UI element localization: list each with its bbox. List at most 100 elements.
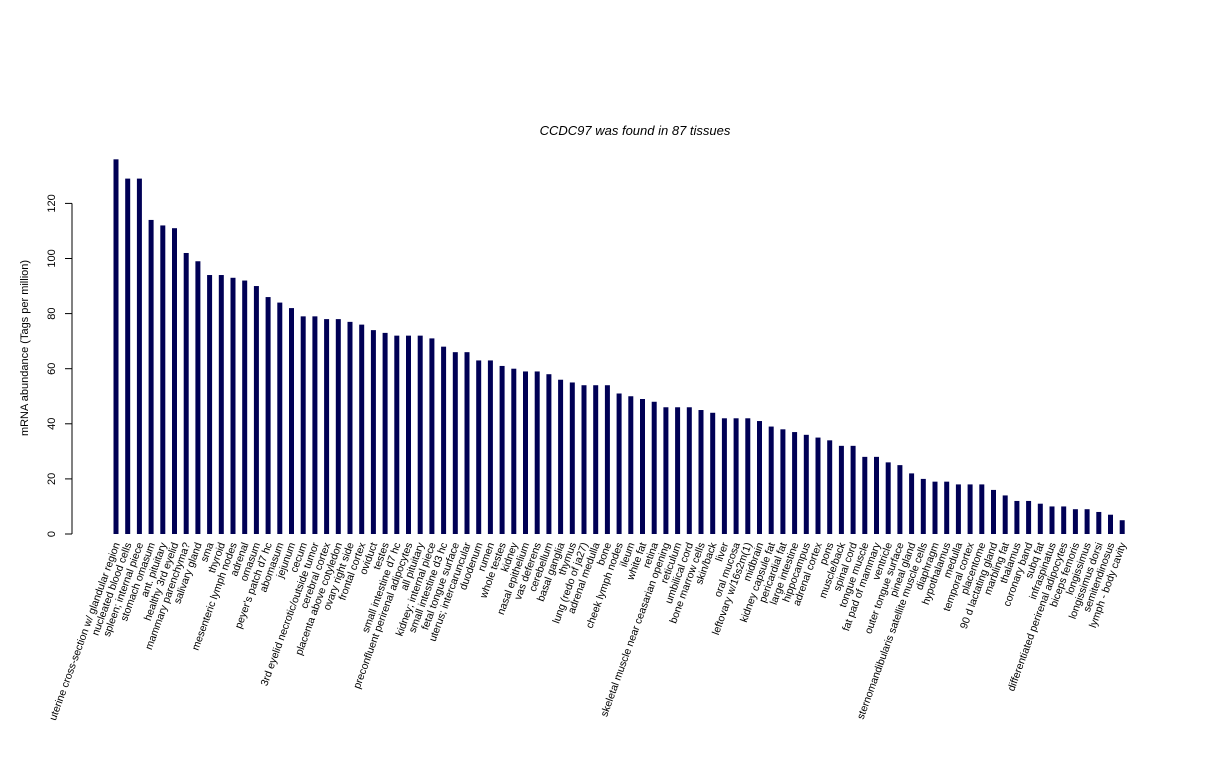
bar [581, 385, 587, 534]
bar [370, 330, 376, 534]
bar [651, 401, 657, 534]
bar [909, 473, 915, 534]
bar [1119, 520, 1125, 534]
bar [347, 321, 353, 534]
bar [640, 399, 645, 534]
y-tick-label: 0 [46, 531, 58, 537]
bar [1072, 509, 1078, 534]
bar [160, 225, 166, 534]
bar [148, 219, 154, 534]
bar [511, 368, 517, 534]
bar [1049, 506, 1055, 534]
bar [136, 178, 142, 535]
bar [721, 418, 727, 534]
bar [312, 316, 318, 534]
bar [230, 277, 236, 534]
bar [499, 365, 505, 534]
bar [838, 445, 844, 534]
bar [628, 396, 634, 534]
bar [792, 432, 798, 534]
bar [1026, 500, 1032, 534]
bar [441, 346, 447, 534]
bar [253, 286, 259, 534]
bar [757, 421, 762, 534]
bar [616, 393, 622, 534]
bar [1061, 506, 1067, 534]
bar [932, 481, 938, 534]
bar [920, 478, 926, 534]
bar [464, 352, 470, 534]
bar [803, 434, 809, 534]
bar [569, 382, 575, 534]
bar [113, 159, 119, 534]
bar [944, 481, 950, 534]
y-tick-label: 20 [46, 473, 58, 485]
bar [991, 489, 996, 534]
bar [768, 426, 774, 534]
bar [452, 352, 458, 534]
bar [967, 484, 973, 534]
bar [534, 371, 540, 534]
bar [277, 302, 283, 534]
bar [1037, 503, 1043, 534]
bar [686, 407, 692, 534]
y-tick-label: 60 [46, 363, 58, 375]
bar [710, 412, 716, 534]
bar [558, 379, 564, 534]
y-tick-label: 80 [46, 307, 58, 319]
bar [955, 484, 961, 534]
bar [476, 360, 482, 534]
bar [862, 456, 868, 534]
bar [394, 335, 400, 534]
bar [523, 371, 528, 534]
bar [359, 324, 365, 534]
bar [874, 456, 879, 534]
bar [698, 410, 704, 534]
bar [979, 484, 985, 534]
bar [172, 228, 177, 534]
bar [780, 429, 786, 534]
chart-title: CCDC97 was found in 87 tissues [540, 123, 731, 138]
bar [300, 316, 306, 534]
bar [1096, 511, 1102, 534]
bar [242, 280, 248, 534]
bar [663, 407, 669, 534]
bar [733, 418, 739, 534]
bar [1084, 509, 1090, 534]
bar [1002, 495, 1008, 534]
bar [1108, 514, 1113, 534]
bar [546, 374, 552, 534]
bar [745, 418, 751, 534]
bar [593, 385, 599, 534]
bar [183, 252, 189, 535]
bar [885, 462, 891, 534]
y-axis-label: mRNA abundance (Tags per million) [19, 260, 31, 436]
bar [604, 385, 610, 534]
bar [382, 332, 388, 534]
bar [265, 297, 271, 534]
bar [417, 335, 423, 534]
bar [487, 360, 493, 534]
bar [195, 261, 201, 534]
bar [815, 437, 821, 534]
bar [406, 335, 411, 534]
bar [897, 465, 903, 534]
bar [850, 445, 856, 534]
bar [125, 178, 131, 535]
bar [675, 407, 681, 534]
y-tick-label: 100 [46, 249, 58, 267]
bar [827, 440, 833, 534]
y-axis: 0 20 40 60 80 100 120 [46, 194, 73, 537]
bar [207, 275, 213, 534]
bar [324, 319, 330, 534]
y-tick-label: 40 [46, 418, 58, 430]
bar [289, 308, 294, 534]
bar [335, 319, 341, 534]
bar [1014, 500, 1020, 534]
bar [429, 338, 435, 534]
bar [218, 275, 224, 534]
y-tick-label: 120 [46, 194, 58, 212]
x-axis-labels: uterine cross-section w/ glandular regio… [47, 540, 1129, 722]
bars [113, 159, 1125, 535]
